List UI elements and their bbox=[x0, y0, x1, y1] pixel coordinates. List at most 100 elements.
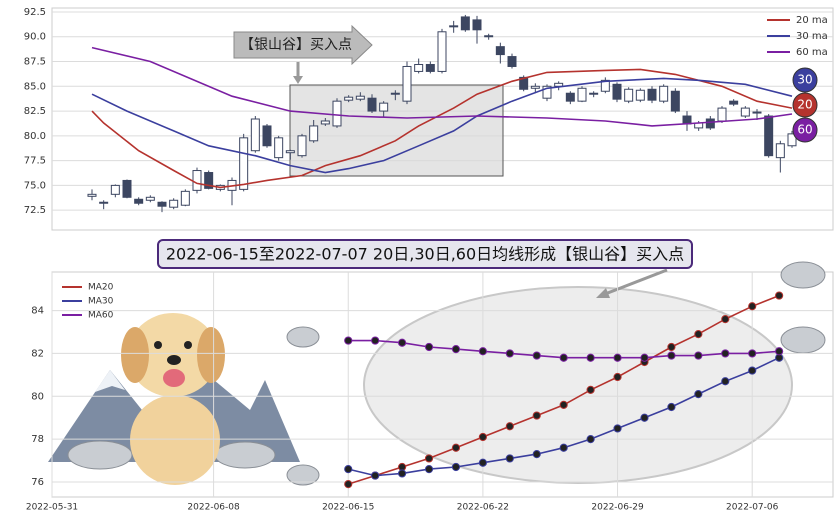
point bbox=[532, 351, 541, 360]
candle-body bbox=[449, 25, 459, 28]
point bbox=[371, 336, 380, 345]
candle-body bbox=[192, 170, 202, 191]
arrow bbox=[599, 268, 668, 298]
candle-body bbox=[285, 150, 295, 154]
point bbox=[775, 291, 784, 300]
candle-body bbox=[274, 137, 284, 159]
top-chart: 72.5 75.0 77.5 80.0 82.5 85.0 87.5 90.0 92.5 【银山谷… bbox=[24, 7, 833, 216]
candle-body bbox=[402, 65, 412, 102]
point bbox=[344, 480, 353, 489]
point bbox=[613, 424, 622, 433]
candle-body bbox=[169, 199, 179, 208]
candle-body bbox=[344, 96, 354, 101]
candle-body bbox=[530, 85, 540, 89]
dog-nose bbox=[167, 355, 181, 365]
ingot bbox=[780, 261, 826, 289]
candle-body bbox=[145, 196, 155, 201]
badge bbox=[792, 117, 818, 143]
y-tick-label: 72.5 bbox=[24, 205, 46, 216]
point bbox=[694, 330, 703, 339]
point bbox=[586, 353, 595, 362]
candle-body bbox=[414, 63, 424, 72]
pointer-head bbox=[293, 76, 303, 84]
annotation-arrow bbox=[233, 24, 373, 66]
point bbox=[694, 351, 703, 360]
candle-body bbox=[600, 79, 610, 92]
candle-body bbox=[635, 89, 645, 101]
point bbox=[613, 353, 622, 362]
point bbox=[667, 402, 676, 412]
chart-title: 2022-06-15至2022-07-07 20日,30日,60日均线形成【银山… bbox=[166, 245, 684, 264]
candle-body bbox=[565, 92, 575, 102]
arrow-head bbox=[596, 288, 610, 298]
y-tick-label: 82 bbox=[31, 348, 44, 359]
candle-body bbox=[472, 19, 482, 31]
y-tick-label: 82.5 bbox=[24, 106, 46, 117]
candle-body bbox=[239, 137, 249, 190]
point bbox=[371, 471, 380, 480]
candle-body bbox=[787, 133, 797, 147]
point bbox=[532, 450, 541, 459]
x-tick-label: 2022-06-08 bbox=[187, 503, 240, 513]
point bbox=[721, 377, 730, 386]
candle-body bbox=[460, 16, 470, 31]
candle-body bbox=[670, 90, 680, 112]
x-tick-label: 2022-06-29 bbox=[591, 503, 644, 513]
x-tick-label: 2022-05-31 bbox=[26, 503, 78, 513]
point bbox=[505, 422, 514, 431]
point bbox=[721, 349, 730, 358]
dog-eye bbox=[184, 341, 192, 349]
y-tick-label: 84 bbox=[31, 306, 44, 317]
ingot bbox=[780, 326, 826, 354]
dog-eye bbox=[154, 341, 162, 349]
point bbox=[344, 465, 353, 474]
candle-body bbox=[180, 190, 190, 206]
candle-body bbox=[519, 76, 529, 90]
badge bbox=[792, 67, 818, 93]
candle-body bbox=[134, 198, 144, 204]
point bbox=[532, 411, 541, 420]
point bbox=[721, 315, 730, 324]
candle-body bbox=[484, 35, 494, 38]
candle-body bbox=[542, 85, 552, 99]
candle-body bbox=[157, 201, 167, 207]
dog-ear bbox=[197, 327, 225, 383]
highlight-ellipse bbox=[363, 286, 793, 484]
candle-body bbox=[122, 179, 132, 198]
candle-body bbox=[367, 97, 377, 112]
candle-body bbox=[379, 102, 389, 112]
point bbox=[586, 435, 595, 444]
dog-head bbox=[128, 313, 218, 397]
candle-body bbox=[775, 143, 785, 159]
point bbox=[424, 454, 434, 463]
legend-label: 20 ma bbox=[796, 15, 828, 26]
candle-body bbox=[437, 31, 447, 72]
point bbox=[478, 347, 487, 356]
bottom-chart: 2022-06-15至2022-07-07 20日,30日,60日均线形成【银山… bbox=[26, 239, 833, 513]
y-tick-label: 92.5 bbox=[24, 7, 46, 18]
y-tick-label: 80 bbox=[31, 391, 44, 402]
ma-line bbox=[91, 46, 793, 127]
candle-body bbox=[495, 46, 505, 56]
point bbox=[694, 390, 703, 399]
point bbox=[748, 302, 757, 311]
legend-label: MA30 bbox=[88, 297, 114, 307]
candle-body bbox=[99, 201, 109, 204]
legend-label: 60 ma bbox=[796, 47, 828, 58]
point bbox=[640, 413, 649, 422]
mountain-snow bbox=[95, 370, 125, 392]
y-tick-label: 78 bbox=[31, 434, 44, 445]
candle-body bbox=[320, 120, 330, 125]
candle-body bbox=[309, 125, 319, 142]
point bbox=[559, 443, 568, 452]
candle-body bbox=[729, 100, 739, 105]
y-tick-label: 80.0 bbox=[24, 131, 46, 142]
point bbox=[748, 366, 757, 375]
point bbox=[667, 342, 676, 352]
legend-label: MA20 bbox=[88, 283, 114, 293]
title-banner bbox=[157, 239, 693, 269]
candle-body bbox=[659, 85, 669, 102]
candle-body bbox=[764, 115, 774, 157]
candle-body bbox=[705, 118, 715, 129]
